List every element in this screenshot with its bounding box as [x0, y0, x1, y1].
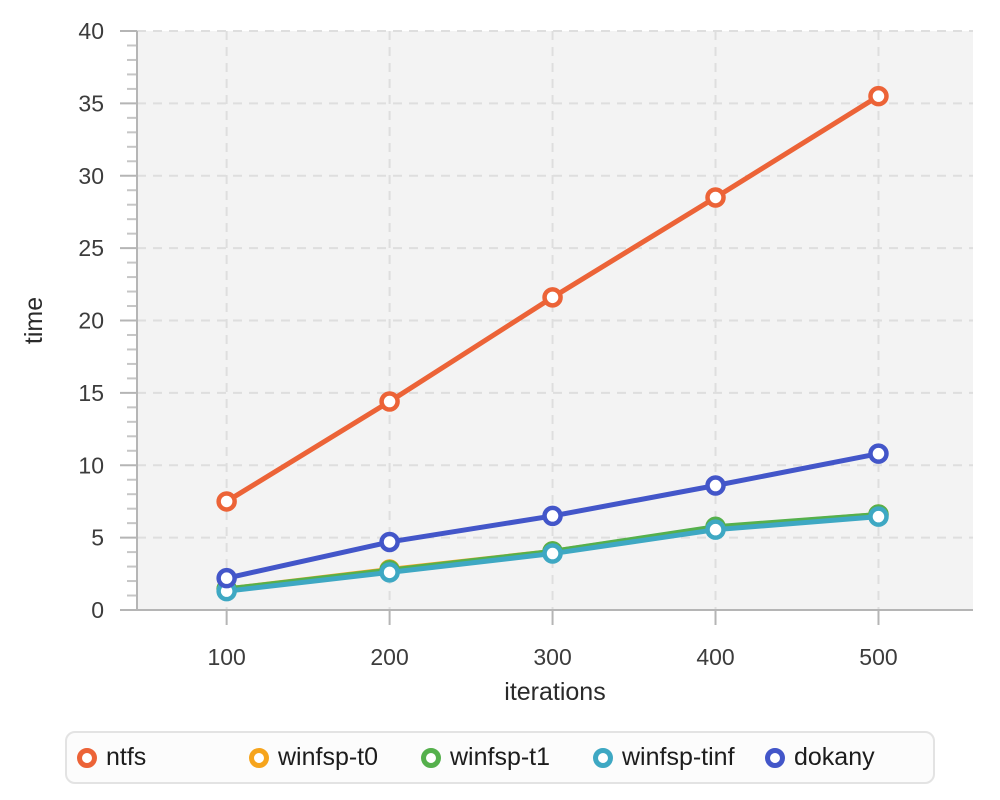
- series-marker-dokany: [379, 531, 400, 553]
- series-marker-dokany: [542, 505, 563, 527]
- legend-marker-icon: [249, 747, 269, 768]
- y-tick-label: 15: [78, 380, 104, 406]
- series-marker-dokany: [868, 443, 889, 464]
- legend-label: winfsp-tinf: [622, 743, 735, 771]
- legend-label: winfsp-t0: [278, 743, 379, 771]
- legend-item-winfsp-tinf[interactable]: winfsp-tinf: [593, 743, 765, 772]
- legend-item-winfsp-t1[interactable]: winfsp-t1: [421, 743, 593, 772]
- series-marker-ntfs: [705, 187, 726, 208]
- x-tick-label: 100: [207, 644, 245, 670]
- x-axis-title: iterations: [504, 678, 605, 706]
- series-marker-ntfs: [868, 85, 889, 107]
- legend-marker-icon: [77, 747, 97, 768]
- x-tick-label: 200: [370, 644, 408, 670]
- line-chart: 0 5 10 15 20 25 30 35 40 100 200 300 400 500 time itera…: [20, 18, 973, 706]
- y-tick-label: 20: [78, 308, 104, 334]
- legend-item-ntfs[interactable]: ntfs: [77, 743, 249, 772]
- series-marker-ntfs: [542, 287, 563, 308]
- y-tick-label: 35: [78, 90, 104, 116]
- series-marker-winfsp-tinf: [705, 519, 726, 540]
- legend: ntfs winfsp-t0 winfsp-t1 winfsp-tinf dok…: [65, 731, 935, 784]
- legend-item-winfsp-t0[interactable]: winfsp-t0: [249, 743, 421, 772]
- legend-item-dokany[interactable]: dokany: [765, 743, 875, 772]
- legend-label: winfsp-t1: [450, 743, 551, 771]
- series-marker-winfsp-tinf: [542, 543, 563, 564]
- series-marker-ntfs: [216, 491, 237, 512]
- y-tick-label: 40: [78, 18, 104, 44]
- y-tick-label: 10: [78, 452, 104, 478]
- series-marker-winfsp-tinf: [868, 506, 889, 527]
- series-marker-dokany: [705, 475, 726, 496]
- x-tick-label: 300: [533, 644, 571, 670]
- x-tick-label: 500: [859, 644, 897, 670]
- series-marker-winfsp-tinf: [379, 562, 400, 583]
- legend-marker-icon: [593, 747, 613, 768]
- y-tick-label: 25: [78, 235, 104, 261]
- legend-marker-icon: [421, 747, 441, 768]
- legend-label: dokany: [794, 743, 875, 771]
- series-marker-dokany: [216, 567, 237, 589]
- x-tick-label: 400: [696, 644, 734, 670]
- series-marker-ntfs: [379, 391, 400, 412]
- y-tick-label: 30: [78, 163, 104, 189]
- y-axis-title: time: [20, 297, 48, 344]
- y-tick-label: 5: [91, 525, 104, 551]
- y-tick-label: 0: [91, 597, 104, 623]
- legend-marker-icon: [765, 747, 785, 768]
- legend-label: ntfs: [106, 743, 147, 771]
